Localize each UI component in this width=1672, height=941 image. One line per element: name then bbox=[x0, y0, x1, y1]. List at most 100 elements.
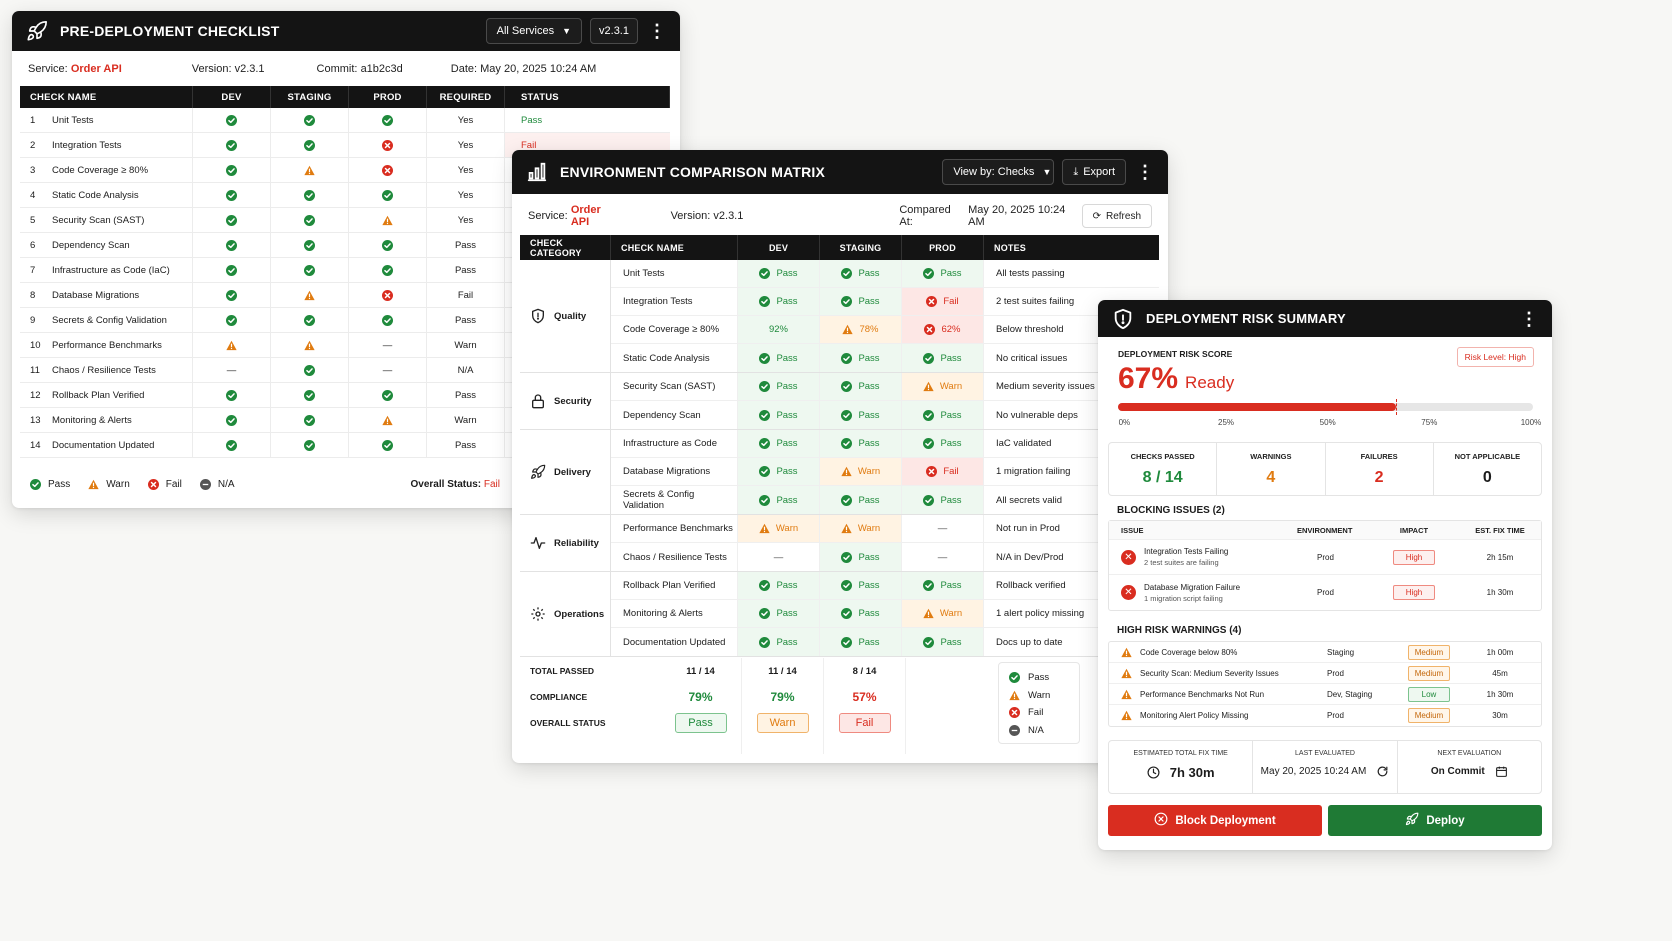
refresh-icon[interactable] bbox=[1376, 765, 1389, 778]
progress-tick: 25% bbox=[1218, 418, 1235, 427]
stat-card: FAILURES 2 bbox=[1326, 443, 1434, 495]
progress-tick: 0% bbox=[1118, 418, 1131, 427]
stat-value: 8 / 14 bbox=[1142, 469, 1183, 486]
check-circle-icon bbox=[841, 551, 853, 563]
pulse-icon bbox=[530, 535, 546, 551]
check-name: Security Scan (SAST) bbox=[611, 373, 738, 400]
row-number: 5 bbox=[30, 214, 36, 226]
check-circle-icon bbox=[759, 381, 771, 392]
blocking-issues-title: BLOCKING ISSUES (2) bbox=[1117, 505, 1225, 516]
dev-status-cell bbox=[193, 333, 271, 357]
dev-cell: Pass bbox=[738, 572, 820, 599]
check-name-cell: 8 Database Migrations bbox=[20, 283, 193, 307]
cell-value: Pass bbox=[940, 580, 962, 591]
high-risk-warnings-table: Code Coverage below 80% Staging Medium 1h 0… bbox=[1108, 641, 1542, 727]
col-check-name: CHECK NAME bbox=[611, 235, 738, 260]
check-name: Dependency Scan bbox=[611, 401, 738, 429]
service-filter-dropdown[interactable]: All Services ▼ bbox=[485, 18, 582, 44]
warning-row[interactable]: Code Coverage below 80% Staging Medium 1h 0… bbox=[1109, 642, 1541, 663]
check-circle-icon bbox=[226, 189, 237, 201]
col-staging: STAGING bbox=[820, 235, 902, 260]
warning-row[interactable]: Performance Benchmarks Not Run Dev, Stagi… bbox=[1109, 684, 1541, 705]
export-button[interactable]: ⤓ Export bbox=[1062, 159, 1126, 185]
deploy-button[interactable]: Deploy bbox=[1328, 805, 1542, 836]
more-options-icon[interactable]: ⋮ bbox=[1136, 162, 1154, 182]
warning-triangle-icon bbox=[226, 340, 237, 351]
blocking-issue-row[interactable]: ✕ Integration Tests Failing 2 test suites … bbox=[1109, 540, 1541, 575]
staging-cell: Pass bbox=[820, 401, 902, 429]
category-label: Operations bbox=[554, 608, 605, 620]
staging-cell: Pass bbox=[820, 373, 902, 400]
version-value: v2.3.1 bbox=[234, 63, 265, 75]
required-cell: Yes bbox=[427, 208, 505, 232]
col-check-category: CHECK CATEGORY bbox=[520, 235, 611, 260]
matrix-row: Unit Tests Pass Pass Pass All tests passing bbox=[611, 260, 1159, 288]
warning-row[interactable]: Monitoring Alert Policy Missing Prod Mediu… bbox=[1109, 705, 1541, 726]
category-cell: Quality bbox=[520, 260, 611, 372]
category-cell: Operations bbox=[520, 572, 611, 656]
x-circle-icon bbox=[924, 324, 936, 335]
required-cell: Yes bbox=[427, 183, 505, 207]
matrix-row: Infrastructure as Code Pass Pass Pass IaC va… bbox=[611, 430, 1159, 458]
stat-value: 2 bbox=[1374, 469, 1384, 486]
checklist-row: 4 Static Code Analysis Yes bbox=[20, 183, 670, 208]
notes-cell: Medium severity issues bbox=[996, 381, 1095, 392]
check-name: Database Migrations bbox=[52, 289, 140, 301]
check-name: Code Coverage ≥ 80% bbox=[52, 164, 149, 176]
staging-cell: Pass bbox=[820, 344, 902, 372]
check-name: Code Coverage ≥ 80% bbox=[611, 316, 738, 343]
estimated-fix-time-label: ESTIMATED TOTAL FIX TIME bbox=[1133, 750, 1228, 757]
check-circle-icon bbox=[226, 314, 237, 326]
checklist-row: 7 Infrastructure as Code (IaC) Pass bbox=[20, 258, 670, 283]
compared-at-value: May 20, 2025 10:24 AM bbox=[968, 204, 1066, 228]
version-button[interactable]: v2.3.1 bbox=[590, 18, 638, 44]
shield-icon bbox=[1112, 308, 1134, 330]
prod-status-cell bbox=[349, 308, 427, 332]
rocket-icon bbox=[530, 464, 546, 480]
environment-comparison-panel: ENVIRONMENT COMPARISON MATRIX View by: C… bbox=[512, 150, 1168, 763]
row-number: 2 bbox=[30, 139, 36, 151]
next-evaluation-label: NEXT EVALUATION bbox=[1437, 750, 1502, 757]
check-circle-icon bbox=[304, 364, 315, 376]
category-group-delivery: Delivery Infrastructure as Code Pass Pass Pa… bbox=[520, 430, 1159, 515]
cell-value: Pass bbox=[858, 551, 880, 563]
prod-compliance: 57% bbox=[852, 690, 877, 704]
dev-status-badge: Pass bbox=[674, 713, 727, 733]
staging-status-cell bbox=[271, 408, 349, 432]
warning-triangle-icon bbox=[1121, 647, 1132, 658]
refresh-button[interactable]: ⟳ Refresh bbox=[1081, 204, 1153, 228]
block-deployment-button[interactable]: Block Deployment bbox=[1108, 805, 1322, 836]
check-circle-icon bbox=[226, 239, 237, 251]
check-circle-icon bbox=[841, 636, 853, 648]
commit-value: a1b2c3d bbox=[360, 63, 403, 75]
more-options-icon[interactable]: ⋮ bbox=[1520, 308, 1538, 329]
cell-value: Pass bbox=[776, 409, 798, 421]
category-rows: Unit Tests Pass Pass Pass All tests passing I… bbox=[611, 260, 1159, 372]
check-circle-icon bbox=[382, 239, 393, 251]
warning-row[interactable]: Security Scan: Medium Severity Issues Pro… bbox=[1109, 663, 1541, 684]
environment-cell: Dev, Staging bbox=[1327, 689, 1373, 699]
high-risk-warnings-title: HIGH RISK WARNINGS (4) bbox=[1117, 625, 1242, 636]
not-applicable-dash: — bbox=[382, 364, 393, 376]
check-circle-icon bbox=[382, 314, 393, 326]
issue-cell: ✕ Integration Tests Failing 2 test suites … bbox=[1109, 547, 1289, 567]
more-options-icon[interactable]: ⋮ bbox=[648, 21, 666, 41]
cell-value: — bbox=[937, 551, 948, 563]
progress-tick: 100% bbox=[1520, 418, 1542, 427]
row-number: 13 bbox=[30, 414, 41, 426]
risk-level-value: High bbox=[1508, 352, 1526, 362]
warning-triangle-icon bbox=[1121, 710, 1132, 721]
matrix-row: Static Code Analysis Pass Pass Pass No criti… bbox=[611, 344, 1159, 372]
check-name-cell: 1 Unit Tests bbox=[20, 108, 193, 132]
calendar-icon[interactable] bbox=[1495, 765, 1508, 778]
warning-triangle-icon bbox=[759, 523, 770, 534]
prod-status-cell bbox=[349, 183, 427, 207]
view-by-dropdown[interactable]: View by: Checks ▼ bbox=[942, 159, 1055, 185]
impact-cell: Medium bbox=[1399, 665, 1459, 681]
prod-status-cell bbox=[349, 383, 427, 407]
notes-cell: Rollback verified bbox=[996, 580, 1066, 591]
shield-icon bbox=[530, 308, 546, 324]
not-applicable-dash: — bbox=[226, 364, 237, 376]
cell-value: Warn bbox=[939, 608, 963, 619]
blocking-issue-row[interactable]: ✕ Database Migration Failure 1 migration s… bbox=[1109, 575, 1541, 610]
